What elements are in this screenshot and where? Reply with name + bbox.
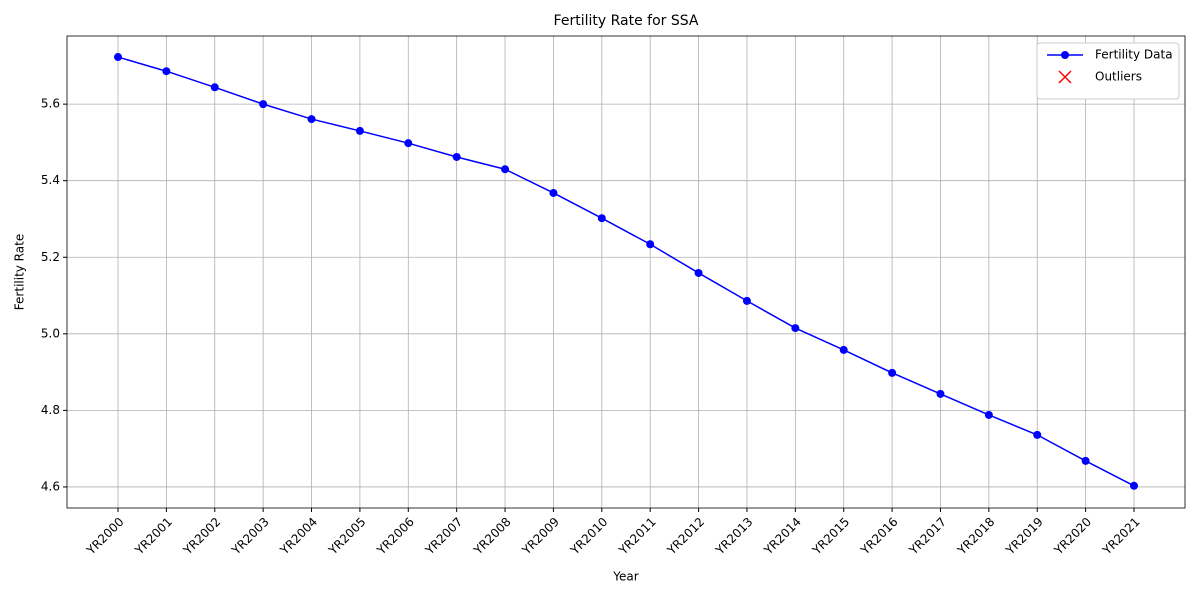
x-tick-label: YR2014 xyxy=(761,515,804,558)
y-tick-label: 4.8 xyxy=(41,403,60,417)
marker xyxy=(307,115,316,124)
marker xyxy=(597,214,606,223)
x-tick-label: YR2009 xyxy=(519,515,562,558)
x-tick-label: YR2002 xyxy=(180,515,223,558)
x-tick-label: YR2007 xyxy=(422,515,465,558)
y-tick-label: 5.6 xyxy=(41,97,60,111)
marker xyxy=(984,410,993,419)
plot-frame xyxy=(66,35,1186,509)
marker xyxy=(888,368,897,377)
marker xyxy=(936,389,945,398)
marker xyxy=(114,53,122,62)
x-tick-label: YR2012 xyxy=(664,515,707,558)
x-tick-label: YR2008 xyxy=(470,515,513,558)
x-tick-label: YR2004 xyxy=(277,515,320,558)
marker xyxy=(210,83,219,92)
legend-marker xyxy=(1061,51,1069,59)
marker xyxy=(549,188,558,197)
y-tick-label: 4.6 xyxy=(41,479,60,493)
y-tick-label: 5.4 xyxy=(41,173,60,187)
y-tick-label: 5.0 xyxy=(41,326,60,340)
marker xyxy=(162,67,171,76)
x-tick-label: YR2003 xyxy=(228,515,271,558)
marker xyxy=(839,345,848,354)
marker xyxy=(1033,430,1042,439)
legend-label: Outliers xyxy=(1095,70,1142,84)
x-tick-label: YR2000 xyxy=(83,515,126,558)
marker xyxy=(742,296,751,305)
marker xyxy=(646,240,655,249)
marker xyxy=(791,324,800,333)
marker xyxy=(259,100,268,109)
x-tick-label: YR2019 xyxy=(1003,515,1046,558)
legend-label: Fertility Data xyxy=(1095,48,1173,62)
x-tick-label: YR2015 xyxy=(809,515,852,558)
marker xyxy=(501,165,510,174)
y-axis-label: Fertility Rate xyxy=(13,234,27,310)
marker xyxy=(1081,456,1090,465)
legend-box xyxy=(1036,42,1180,100)
marker xyxy=(694,268,703,277)
x-tick-label: YR2021 xyxy=(1099,515,1142,558)
marker xyxy=(355,126,364,135)
legend-marker xyxy=(1058,70,1072,84)
x-tick-label: YR2017 xyxy=(906,515,949,558)
x-tick-label: YR2020 xyxy=(1051,515,1094,558)
x-tick-label: YR2010 xyxy=(567,515,610,558)
x-axis-label: Year xyxy=(612,570,638,584)
x-tick-label: YR2018 xyxy=(954,515,997,558)
marker xyxy=(404,139,413,148)
series-line xyxy=(117,56,1135,487)
marker xyxy=(1130,481,1138,490)
y-tick-label: 5.2 xyxy=(41,250,60,264)
marker xyxy=(452,152,461,161)
x-tick-label: YR2006 xyxy=(374,515,417,558)
x-tick-label: YR2016 xyxy=(857,515,900,558)
x-tick-label: YR2013 xyxy=(712,515,755,558)
x-tick-label: YR2011 xyxy=(615,515,658,558)
x-tick-label: YR2001 xyxy=(132,515,175,558)
x-tick-label: YR2005 xyxy=(325,515,368,558)
chart-title: Fertility Rate for SSA xyxy=(554,13,699,29)
